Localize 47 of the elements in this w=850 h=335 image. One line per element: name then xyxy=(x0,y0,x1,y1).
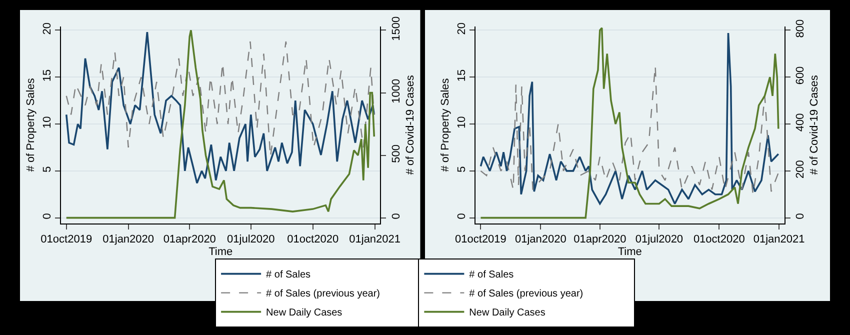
y2-tick-label: 1500 xyxy=(390,16,402,41)
y-tick-label: 0 xyxy=(42,213,54,220)
y-tick-label: 20 xyxy=(456,22,468,35)
y2-tick-label: 500 xyxy=(390,144,402,163)
y2-tick-label: 0 xyxy=(390,213,402,220)
x-tick-label: 01apr2020 xyxy=(574,234,626,246)
x-tick-label: 01apr2020 xyxy=(163,234,216,246)
y2-tick-label: 1000 xyxy=(390,78,402,104)
y-axis-title: # of Property Sales xyxy=(440,78,452,172)
y-tick-label: 5 xyxy=(456,166,468,172)
y2-tick-label: 600 xyxy=(794,66,806,85)
x-tick-label: 01jan2021 xyxy=(349,234,401,246)
y2-tick-label: 800 xyxy=(794,19,806,38)
y2-axis-title: # of Covid-19 Cases xyxy=(808,74,821,175)
y2-axis-title: # of Covid-19 Cases xyxy=(404,74,417,175)
legend-label: # of Sales (previous year) xyxy=(266,288,380,300)
y-tick-label: 10 xyxy=(42,116,54,128)
x-tick-label: 01oct2019 xyxy=(40,234,92,246)
y2-tick-label: 200 xyxy=(794,160,806,178)
y-axis-title: # of Property Sales xyxy=(25,78,38,172)
line-series xyxy=(65,29,376,219)
line-series xyxy=(66,40,375,158)
x-tick-label: 01jul2020 xyxy=(227,234,275,246)
y-tick-label: 20 xyxy=(42,22,54,35)
x-tick-label: 01jan2020 xyxy=(102,234,154,246)
legend-label: # of Sales (previous year) xyxy=(469,288,584,300)
y-tick-label: 10 xyxy=(456,116,468,128)
legend-label: New Daily Cases xyxy=(266,308,342,319)
y2-tick-label: 0 xyxy=(794,213,806,220)
legend-label: # of Sales xyxy=(266,270,311,281)
x-tick-label: 01jan2021 xyxy=(753,234,805,246)
y-tick-label: 5 xyxy=(42,166,54,172)
y2-tick-label: 400 xyxy=(794,113,806,132)
x-tick-label: 01oct2020 xyxy=(287,234,339,246)
legend-label: # of Sales xyxy=(469,270,514,281)
x-tick-label: 01oct2020 xyxy=(693,234,745,246)
x-axis-title: Time xyxy=(208,246,233,258)
line-series xyxy=(65,31,376,184)
x-tick-label: 01jan2020 xyxy=(514,234,566,246)
y-tick-label: 15 xyxy=(42,69,54,82)
x-tick-label: 01jul2020 xyxy=(635,234,684,246)
legend-label: New Daily Cases xyxy=(469,308,546,319)
line-series xyxy=(480,65,779,195)
x-axis-title: Time xyxy=(618,246,642,258)
y-tick-label: 15 xyxy=(456,69,468,82)
y-tick-label: 0 xyxy=(456,213,468,220)
x-tick-label: 01oct2019 xyxy=(455,234,506,246)
